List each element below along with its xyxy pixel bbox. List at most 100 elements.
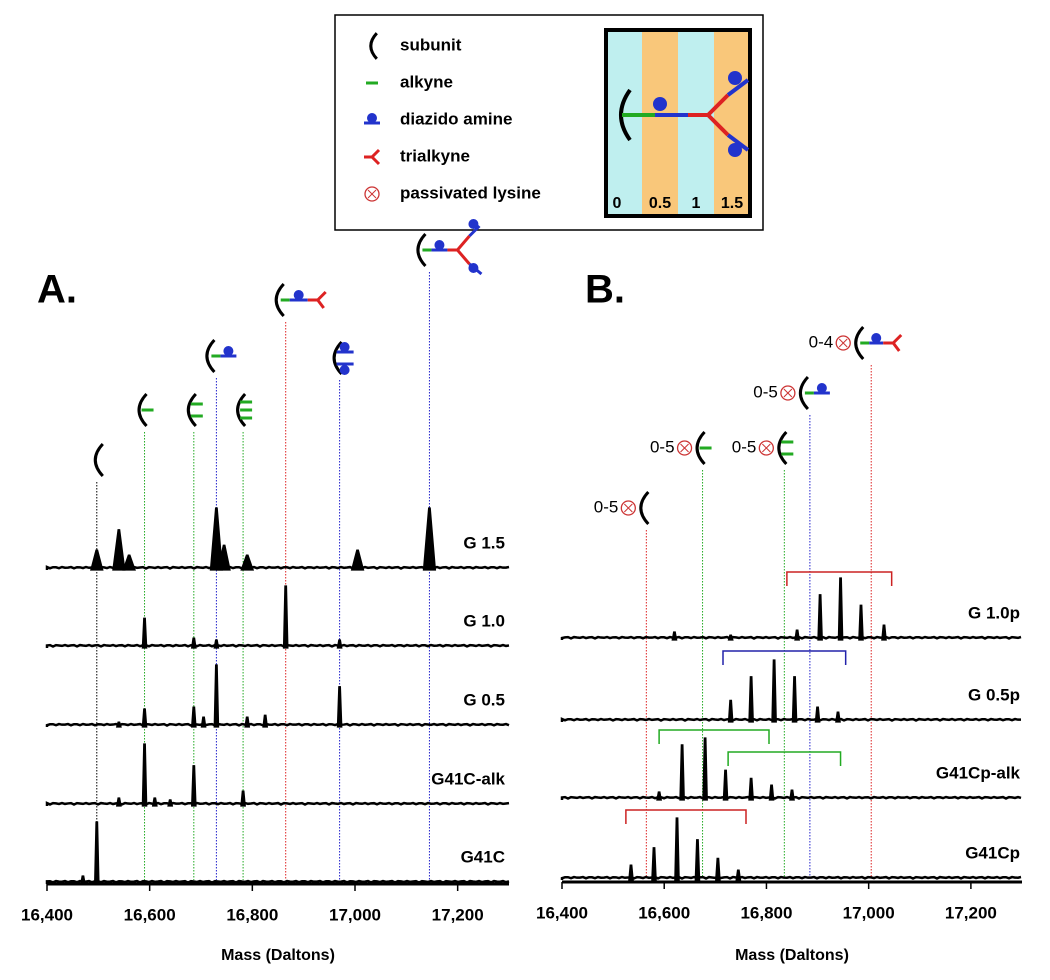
glyph-dot (434, 240, 445, 250)
series-label: G41Cp (965, 843, 1020, 862)
bracket (727, 751, 842, 766)
peak (735, 869, 742, 881)
bracket (722, 650, 847, 665)
subunit-glyph (205, 338, 216, 374)
peak (190, 765, 197, 807)
subunit-glyph (798, 375, 810, 411)
peak (628, 864, 634, 881)
peak (702, 737, 708, 801)
peak (262, 714, 269, 728)
baseline-trace (560, 717, 1022, 722)
peak (835, 711, 841, 723)
subunit-glyph (639, 490, 650, 526)
x-tick-label: 16,800 (740, 903, 792, 922)
peak (190, 637, 197, 649)
peak (651, 847, 657, 881)
peak (837, 577, 844, 641)
peak (282, 585, 289, 649)
glyph-dot (293, 290, 304, 300)
series-label: G 0.5p (968, 685, 1020, 704)
peak (240, 790, 246, 807)
peak (817, 594, 823, 641)
marker-label: 0-5 (594, 497, 619, 516)
glyph-line (783, 388, 793, 398)
x-tick-label: 16,600 (124, 905, 176, 924)
peak (671, 631, 678, 641)
peak (768, 784, 775, 801)
peak (748, 777, 754, 801)
glyph-dot (816, 383, 827, 393)
peak (727, 634, 734, 641)
peak (190, 706, 197, 728)
x-tick-label: 17,200 (432, 905, 484, 924)
scale-label: 0.5 (649, 195, 671, 212)
legend-label: diazido amine (400, 109, 512, 128)
peak (748, 676, 754, 723)
baseline-trace (560, 635, 1022, 640)
x-tick-label: 16,400 (21, 905, 73, 924)
glyph-line (316, 299, 325, 309)
series-label: G41Cp-alk (936, 763, 1021, 782)
peak (115, 797, 122, 807)
peak (858, 604, 864, 641)
series-label: G41C-alk (431, 769, 505, 788)
glyph-line (838, 338, 848, 348)
series-label: G41C (461, 847, 505, 866)
peak (722, 769, 729, 801)
peak (350, 549, 365, 571)
panel-label: A. (37, 268, 77, 312)
peak (167, 799, 174, 807)
legend-label: alkyne (400, 72, 453, 91)
baseline-trace (45, 722, 510, 727)
baseline-trace (45, 879, 510, 884)
legend-label: trialkyne (400, 146, 470, 165)
peak (213, 664, 220, 728)
peak (244, 716, 251, 728)
series-label: G 1.0p (968, 603, 1020, 622)
x-tick-label: 16,400 (536, 903, 588, 922)
subunit-glyph (93, 442, 104, 478)
bracket (786, 571, 893, 586)
peak (151, 797, 158, 807)
subunit-glyph (236, 392, 247, 428)
peak (213, 639, 220, 649)
glyph-line (456, 235, 471, 251)
peak (679, 744, 685, 801)
peak (727, 699, 734, 723)
subunit-glyph (274, 282, 285, 318)
glyph-line (316, 290, 327, 302)
marker-label: 0-5 (650, 437, 675, 456)
peak (141, 743, 148, 807)
x-axis-label: Mass (Daltons) (735, 947, 849, 964)
legend-label: subunit (400, 35, 462, 54)
subunit-glyph (137, 392, 148, 428)
glyph-line (680, 443, 689, 453)
peak (90, 549, 104, 571)
x-tick-label: 16,800 (226, 905, 278, 924)
scale-label: 1 (692, 195, 701, 212)
bracket (625, 809, 747, 824)
x-tick-label: 16,600 (638, 903, 690, 922)
subunit-glyph (416, 232, 427, 268)
peak (112, 529, 126, 571)
baseline-trace (560, 875, 1022, 880)
subunit-glyph (186, 392, 197, 428)
peak (771, 659, 777, 723)
series-label: G 0.5 (463, 690, 505, 709)
peak (715, 857, 721, 881)
subunit-glyph (369, 32, 378, 60)
peak (200, 716, 207, 728)
peak (141, 708, 148, 728)
scale-label: 1.5 (721, 195, 743, 212)
legend-label: passivated lysine (400, 183, 541, 202)
glyph-line (623, 503, 633, 513)
subunit-glyph (332, 340, 343, 376)
glyph-dot (339, 365, 350, 375)
glyph-line (468, 224, 481, 238)
peak (80, 875, 86, 885)
peak (791, 676, 798, 723)
glyph-dot (367, 113, 377, 123)
baseline-trace (45, 801, 510, 806)
